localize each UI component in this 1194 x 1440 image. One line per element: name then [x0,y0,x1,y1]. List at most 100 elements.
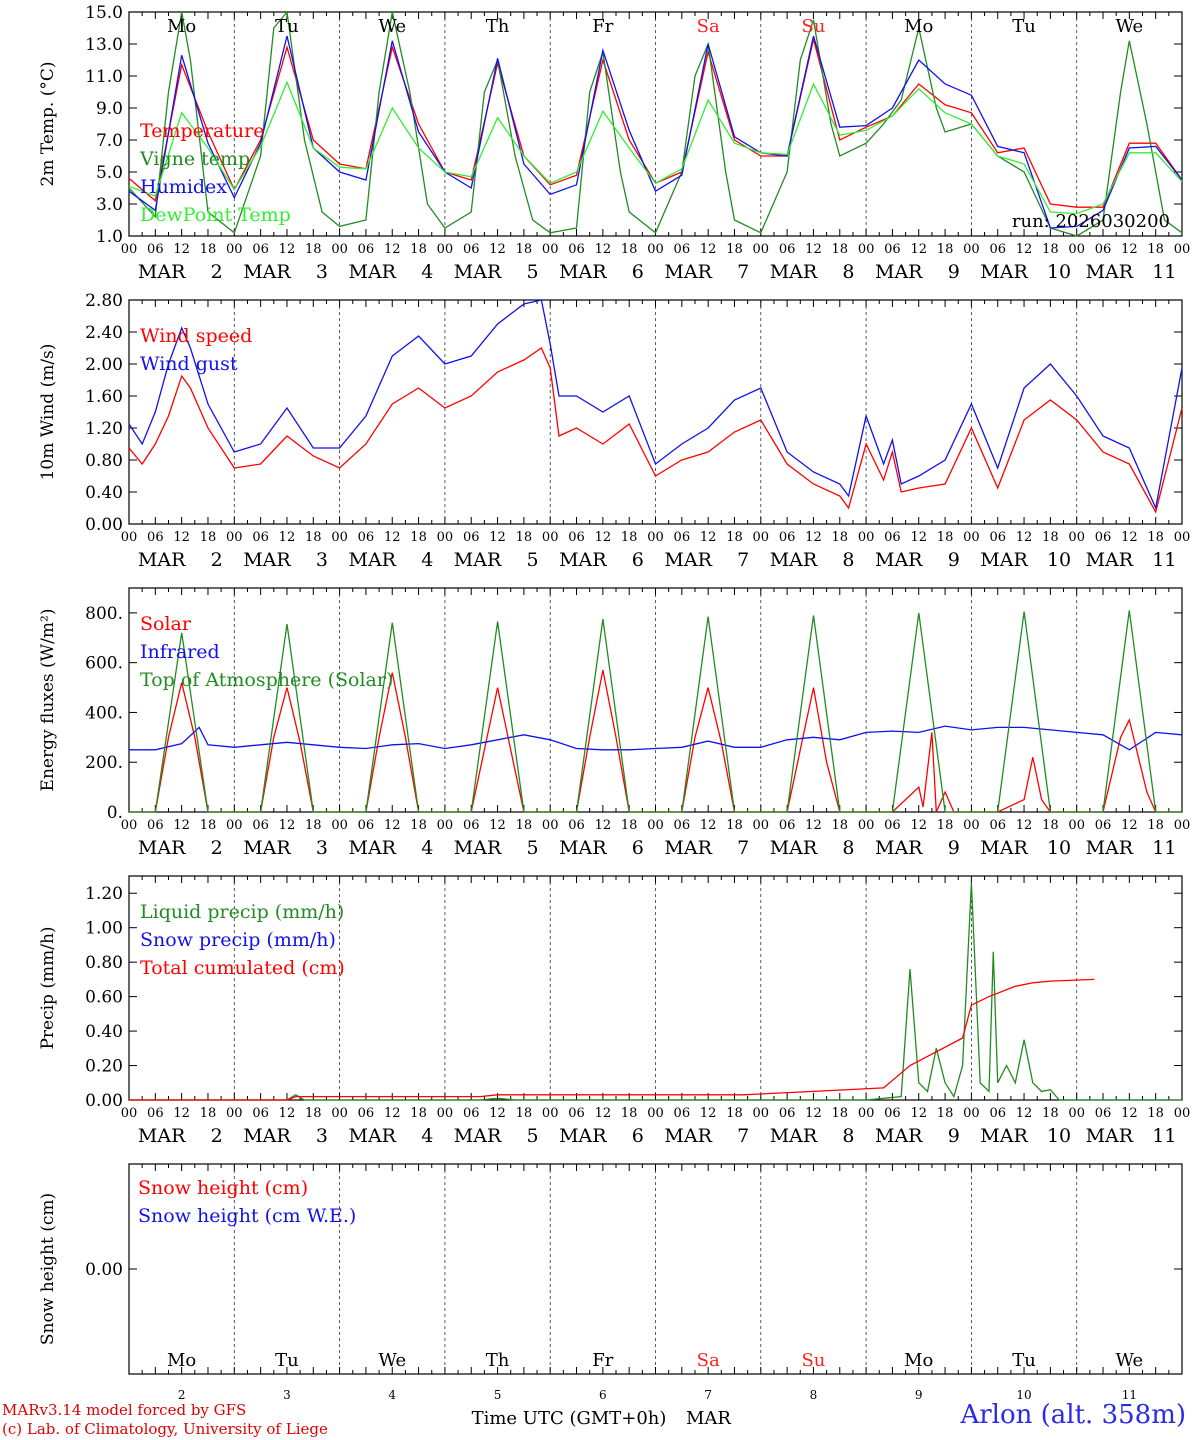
hour-label: 00 [226,1106,243,1121]
date-label: 2 [211,837,223,859]
month-label: MAR [243,837,291,859]
hour-label: 12 [595,242,612,257]
hour-label: 12 [805,818,822,833]
y-tick-label: 800. [85,604,123,624]
x-axis-label: Time UTC (GMT+0h) [472,1408,667,1429]
hour-label: 00 [753,818,770,833]
hour-label: 00 [1174,1106,1191,1121]
y-tick-label: 13.0 [85,35,123,55]
weekday-label: Mo [904,16,933,37]
month-label: MAR [664,1125,712,1147]
hour-label: 18 [305,530,322,545]
date-number: 10 [1016,1388,1031,1402]
month-label: MAR [349,549,397,571]
y-tick-label: 11.0 [85,67,123,87]
hour-label: 06 [989,242,1006,257]
legend-entry: Temperature [140,120,264,142]
hour-label: 18 [200,530,217,545]
hour-label: 00 [331,242,348,257]
weekday-label: Tu [275,16,299,37]
hour-label: 18 [305,242,322,257]
panel-1: 1.0 3.0 5.0 7.0 9.0 11.0 13.0 15.0 2m Temp. (°C)… [38,3,1190,283]
y-tick-label: 5.0 [96,163,123,183]
y-tick-label: 0.80 [85,953,123,973]
station-name: Arlon (alt. 358m) [960,1400,1186,1430]
hour-label: 06 [674,242,691,257]
month-label: MAR [1086,549,1134,571]
y-tick-label: 0.20 [85,1057,123,1077]
month-label: MAR [980,1125,1028,1147]
weekday-label: Su [801,1350,825,1371]
hour-label: 00 [858,242,875,257]
hour-label: 06 [147,818,164,833]
month-label: MAR [875,1125,923,1147]
hour-label: 00 [542,242,559,257]
date-number: 9 [915,1388,923,1402]
panel-4: 0.00 0.20 0.40 0.60 0.80 1.00 1.20 Precip (mm/h… [38,875,1191,1147]
hour-label: 00 [121,818,138,833]
month-label: MAR [875,261,923,283]
hour-label: 00 [1174,818,1191,833]
hour-label: 06 [358,530,375,545]
hour-label: 18 [832,1106,849,1121]
weekday-label: We [1116,1350,1144,1371]
legend-entry: Snow height (cm W.E.) [138,1205,356,1227]
hour-label: 00 [647,242,664,257]
date-number: 2 [178,1388,186,1402]
month-label: MAR [770,261,818,283]
date-number: 7 [704,1388,712,1402]
date-label: 9 [948,837,960,859]
hour-label: 06 [989,1106,1006,1121]
hour-label: 18 [937,242,954,257]
weekday-label: Fr [592,16,613,37]
date-label: 9 [948,549,960,571]
date-label: 9 [948,1125,960,1147]
date-label: 5 [527,837,539,859]
legend-entry: Snow precip (mm/h) [140,929,336,951]
y-tick-label: 1.20 [85,884,123,904]
hour-label: 18 [621,818,638,833]
series-line-total-cumulated-cm- [129,978,1095,1101]
hour-label: 12 [595,530,612,545]
legend-entry: Humidex [140,176,227,198]
month-label: MAR [664,837,712,859]
hour-label: 12 [910,818,927,833]
hour-label: 00 [963,1106,980,1121]
x-axis-month: MAR [686,1408,731,1429]
hour-label: 06 [568,1106,585,1121]
hour-label: 12 [489,242,506,257]
legend-entry: Infrared [140,641,220,663]
month-label: MAR [243,261,291,283]
hour-label: 12 [384,242,401,257]
month-label: MAR [980,549,1028,571]
hour-label: 00 [331,1106,348,1121]
y-tick-label: 1.00 [85,919,123,939]
hour-label: 12 [910,530,927,545]
hour-label: 00 [858,530,875,545]
hour-label: 06 [989,818,1006,833]
date-number: 5 [494,1388,502,1402]
hour-label: 18 [726,242,743,257]
hour-label: 06 [779,242,796,257]
date-label: 5 [527,261,539,283]
date-label: 11 [1152,837,1176,859]
panel-5: 0.00 Snow height (cm) Snow height (cm) Snow… [38,1163,1183,1429]
legend-entry: Top of Atmosphere (Solar) [140,669,393,691]
legend-entry: Solar [140,613,192,635]
legend-entry: Liquid precip (mm/h) [140,901,344,923]
hour-label: 00 [1068,242,1085,257]
date-label: 4 [421,1125,433,1147]
hour-label: 12 [1121,1106,1138,1121]
month-label: MAR [1086,1125,1134,1147]
weekday-label: Tu [1012,16,1036,37]
hour-label: 06 [252,818,269,833]
hour-label: 06 [674,1106,691,1121]
hour-label: 12 [489,818,506,833]
hour-label: 18 [1042,818,1059,833]
hour-label: 18 [726,1106,743,1121]
hour-label: 12 [700,242,717,257]
y-tick-label: 15.0 [85,3,123,23]
hour-label: 06 [884,1106,901,1121]
hour-label: 18 [937,530,954,545]
